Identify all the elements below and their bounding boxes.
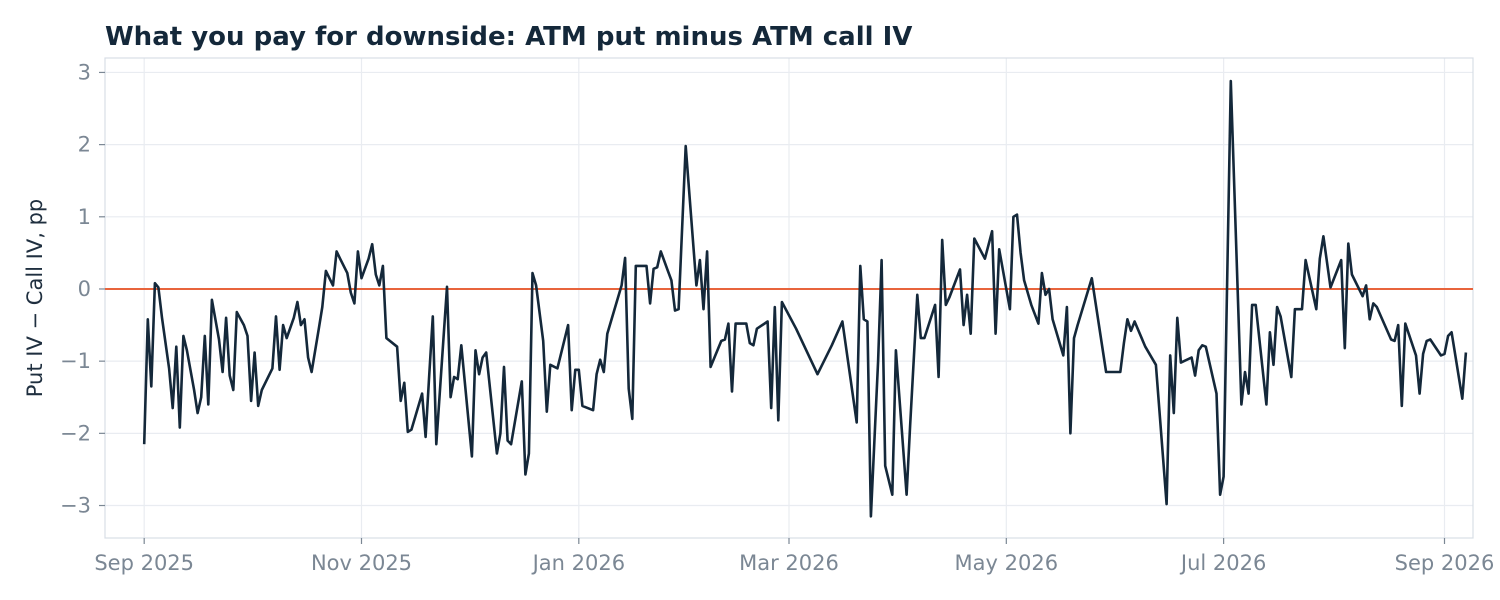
chart-title: What you pay for downside: ATM put minus… (105, 22, 912, 52)
x-axis: Sep 2025 Nov 2025 Jan 2026 Mar 2026 May 2026… (94, 538, 1494, 575)
y-tick-label: 3 (78, 60, 91, 84)
y-tick-label: −1 (60, 349, 91, 373)
series-layer (142, 79, 1468, 518)
y-tick-label: 1 (78, 205, 91, 229)
x-tick-label: Jul 2026 (1179, 551, 1266, 575)
y-tick-label: 2 (78, 133, 91, 157)
y-axis: 3 2 1 0 −1 −2 −3 (60, 60, 105, 518)
y-tick-label: −2 (60, 421, 91, 445)
y-tick-label: −3 (60, 494, 91, 518)
x-tick-label: May 2026 (955, 551, 1059, 575)
series-line (142, 79, 1468, 518)
y-axis-label: Put IV − Call IV, pp (23, 199, 47, 397)
x-tick-label: Mar 2026 (739, 551, 839, 575)
y-tick-label: 0 (78, 277, 91, 301)
grid (105, 58, 1473, 538)
x-tick-label: Sep 2025 (94, 551, 194, 575)
x-tick-label: Jan 2026 (531, 551, 626, 575)
x-tick-label: Nov 2025 (311, 551, 412, 575)
x-tick-label: Sep 2026 (1395, 551, 1495, 575)
